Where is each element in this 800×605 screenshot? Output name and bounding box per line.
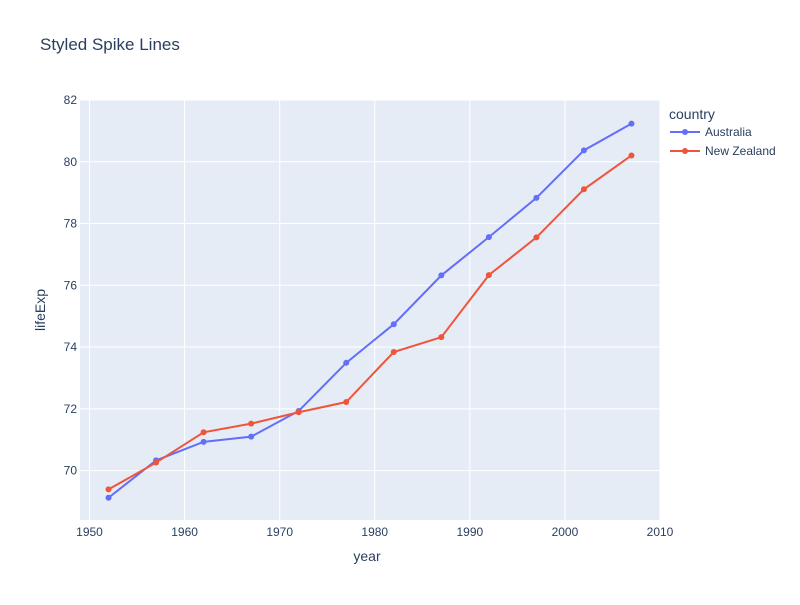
series-line [108,154,633,491]
legend-label: Australia [705,125,752,139]
y-axis-label: lifeExp [32,289,48,331]
data-point[interactable] [628,120,635,127]
data-point[interactable] [580,186,587,193]
x-tick-label: 2010 [647,525,674,539]
series-australia [105,120,635,501]
x-tick-label: 1970 [266,525,293,539]
y-tick-label: 72 [64,402,78,416]
data-point[interactable] [485,234,492,241]
x-tick-label: 2000 [552,525,579,539]
y-tick-label: 74 [64,340,78,354]
data-point[interactable] [438,272,445,279]
data-point[interactable] [105,486,112,493]
x-axis-label: year [353,548,381,564]
data-point[interactable] [343,399,350,406]
data-point[interactable] [533,234,540,241]
legend-title: country [669,106,715,122]
y-tick-label: 80 [64,155,78,169]
series-line [107,122,632,499]
series [105,120,635,501]
data-point[interactable] [580,147,587,154]
y-tick-label: 78 [64,217,78,231]
x-tick-label: 1980 [361,525,388,539]
x-tick-label: 1990 [456,525,483,539]
data-point[interactable] [390,349,397,355]
data-point[interactable] [248,420,255,427]
y-tick-label: 76 [64,278,78,292]
data-point[interactable] [438,334,445,341]
tick-labels: 1950 1960 1970 1980 1990 2000 2010 70 72 74 76 78 80… [64,93,674,539]
x-tick-label: 1950 [76,525,103,539]
legend-item[interactable]: Australia [670,125,752,139]
grid [80,99,661,520]
series-new-zealand [105,152,635,493]
data-point[interactable] [153,459,160,466]
data-point[interactable] [248,433,255,440]
legend-swatch-marker [682,129,688,135]
data-point[interactable] [200,429,207,436]
data-point[interactable] [343,359,350,366]
y-tick-label: 70 [64,464,78,478]
data-point[interactable] [533,194,540,201]
data-point[interactable] [200,438,207,445]
y-tick-label: 82 [64,93,78,107]
data-point[interactable] [628,152,635,159]
chart-title: Styled Spike Lines [40,35,180,54]
data-point[interactable] [295,409,302,416]
legend-item[interactable]: New Zealand [670,144,776,158]
legend-label: New Zealand [705,144,776,158]
legend-swatch-marker [682,148,688,154]
x-tick-label: 1960 [171,525,198,539]
data-point[interactable] [390,321,397,328]
data-point[interactable] [485,272,492,279]
data-point[interactable] [105,494,112,501]
legend: country Australia New Zealand [669,106,776,158]
